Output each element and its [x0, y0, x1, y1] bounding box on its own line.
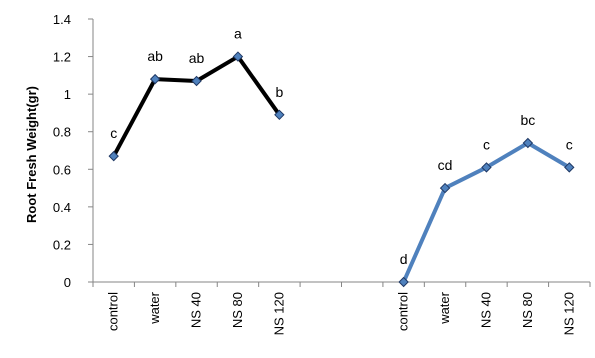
- data-label: a: [234, 26, 242, 42]
- y-axis-title: Root Fresh Weight(gr): [24, 86, 39, 223]
- y-tick-label: 0.8: [53, 125, 71, 140]
- x-tick-label: NS 40: [478, 292, 493, 328]
- series-line: [114, 57, 280, 157]
- y-tick-label: 0.4: [53, 200, 71, 215]
- data-label: cd: [438, 157, 453, 173]
- x-tick-label: NS 120: [561, 292, 576, 335]
- x-tick-label: control: [106, 292, 121, 331]
- data-label: d: [400, 251, 408, 267]
- y-axis-ticks: 0 0.2 0.4 0.6 0.8 1 1.2 1.4: [53, 12, 93, 290]
- y-tick-label: 1: [64, 87, 71, 102]
- data-label: ab: [147, 48, 163, 64]
- x-tick-label: NS 120: [271, 292, 286, 335]
- x-axis-ticks: control water NS 40 NS 80 NS 120 control water…: [93, 282, 590, 335]
- data-label: bc: [520, 112, 535, 128]
- x-tick-label: NS 40: [189, 292, 204, 328]
- y-tick-label: 1.4: [53, 12, 71, 27]
- data-label: b: [275, 84, 283, 100]
- y-tick-label: 0.2: [53, 237, 71, 252]
- x-tick-label: NS 80: [520, 292, 535, 328]
- y-tick-label: 0.6: [53, 162, 71, 177]
- x-tick-label: NS 80: [230, 292, 245, 328]
- data-label: c: [483, 136, 490, 152]
- y-tick-label: 1.2: [53, 50, 71, 65]
- data-label: c: [566, 136, 573, 152]
- x-tick-label: water: [147, 291, 162, 324]
- y-tick-label: 0: [64, 275, 71, 290]
- data-label: c: [110, 125, 117, 141]
- data-label: ab: [189, 50, 205, 66]
- x-tick-label: water: [437, 291, 452, 324]
- series-2: d cd c bc c: [399, 112, 574, 287]
- x-tick-label: control: [396, 292, 411, 331]
